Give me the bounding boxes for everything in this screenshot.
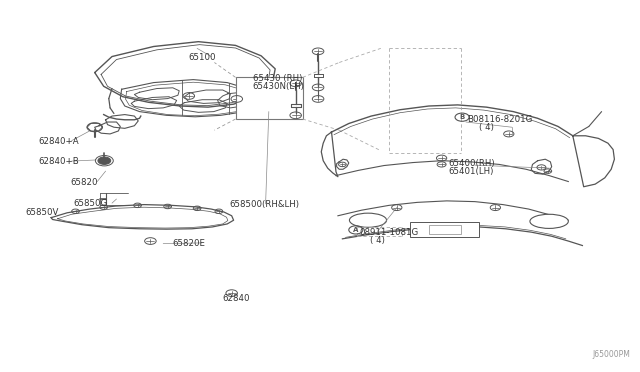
Text: 62840+B: 62840+B <box>38 157 79 166</box>
Text: A: A <box>353 227 358 233</box>
Bar <box>236 77 303 119</box>
Text: 65401(LH): 65401(LH) <box>448 167 493 176</box>
Bar <box>410 222 479 237</box>
Text: B08116-8201G: B08116-8201G <box>467 115 532 124</box>
Ellipse shape <box>530 214 568 228</box>
Text: ( 4): ( 4) <box>370 236 385 245</box>
Text: 65430N(LH): 65430N(LH) <box>253 82 305 91</box>
Text: B: B <box>460 114 465 120</box>
Text: 65850V: 65850V <box>26 208 59 217</box>
Text: 65820: 65820 <box>70 178 98 187</box>
Text: ( 4): ( 4) <box>479 123 493 132</box>
Text: 08911-1081G: 08911-1081G <box>360 228 419 237</box>
Ellipse shape <box>349 213 387 227</box>
Text: 62840+A: 62840+A <box>38 137 79 146</box>
Text: 65430 (RH): 65430 (RH) <box>253 74 302 83</box>
Text: 62840: 62840 <box>222 294 250 303</box>
Bar <box>429 225 461 234</box>
Text: 65850G: 65850G <box>74 199 108 208</box>
Text: 65400(RH): 65400(RH) <box>448 159 495 168</box>
Circle shape <box>98 157 111 164</box>
Text: 658500(RH&LH): 658500(RH&LH) <box>229 200 299 209</box>
Polygon shape <box>273 85 283 117</box>
Text: J65000PM: J65000PM <box>593 350 630 359</box>
Text: 65100: 65100 <box>189 53 216 62</box>
Text: 65820E: 65820E <box>173 239 206 248</box>
